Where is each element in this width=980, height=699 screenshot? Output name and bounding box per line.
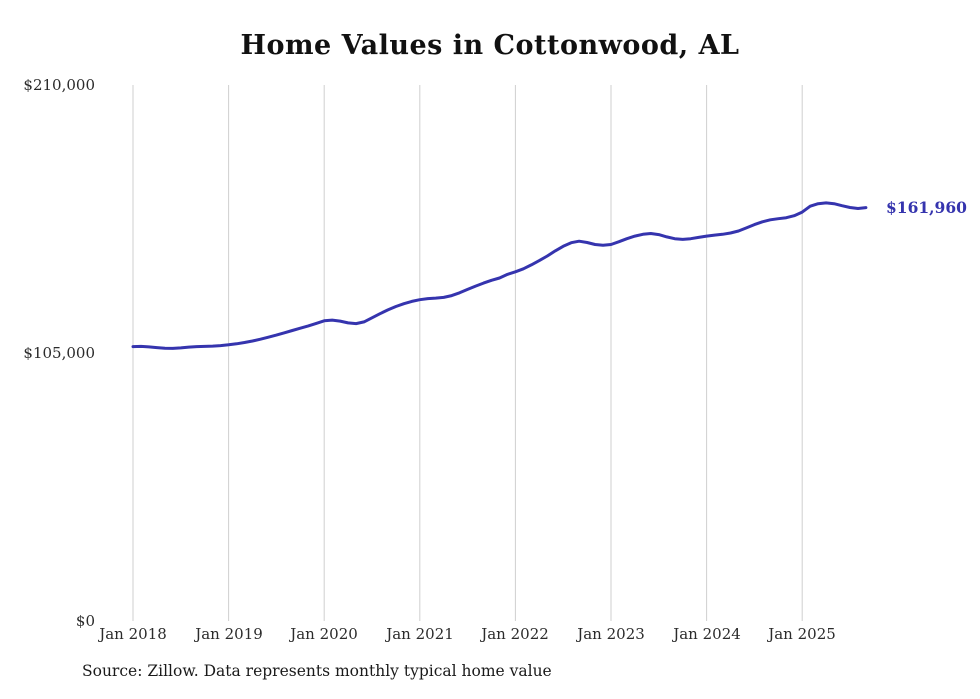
x-axis-tick-jan-2018: Jan 2018	[99, 625, 167, 643]
x-axis-tick-jan-2022: Jan 2022	[481, 625, 549, 643]
y-axis-tick-0: $0	[75, 612, 95, 630]
end-value-label: $161,960	[886, 198, 967, 217]
x-axis-tick-jan-2024: Jan 2024	[673, 625, 741, 643]
x-axis-tick-jan-2020: Jan 2020	[290, 625, 358, 643]
x-axis-tick-jan-2025: Jan 2025	[768, 625, 836, 643]
x-axis-tick-jan-2019: Jan 2019	[195, 625, 263, 643]
x-axis-tick-jan-2023: Jan 2023	[577, 625, 645, 643]
x-axis-tick-jan-2021: Jan 2021	[386, 625, 454, 643]
home-value-line	[131, 201, 868, 350]
source-note: Source: Zillow. Data represents monthly …	[82, 662, 552, 680]
chart-title: Home Values in Cottonwood, AL	[240, 30, 740, 61]
y-axis-tick-105000: $105,000	[23, 344, 95, 362]
y-axis-tick-210000: $210,000	[23, 76, 95, 94]
